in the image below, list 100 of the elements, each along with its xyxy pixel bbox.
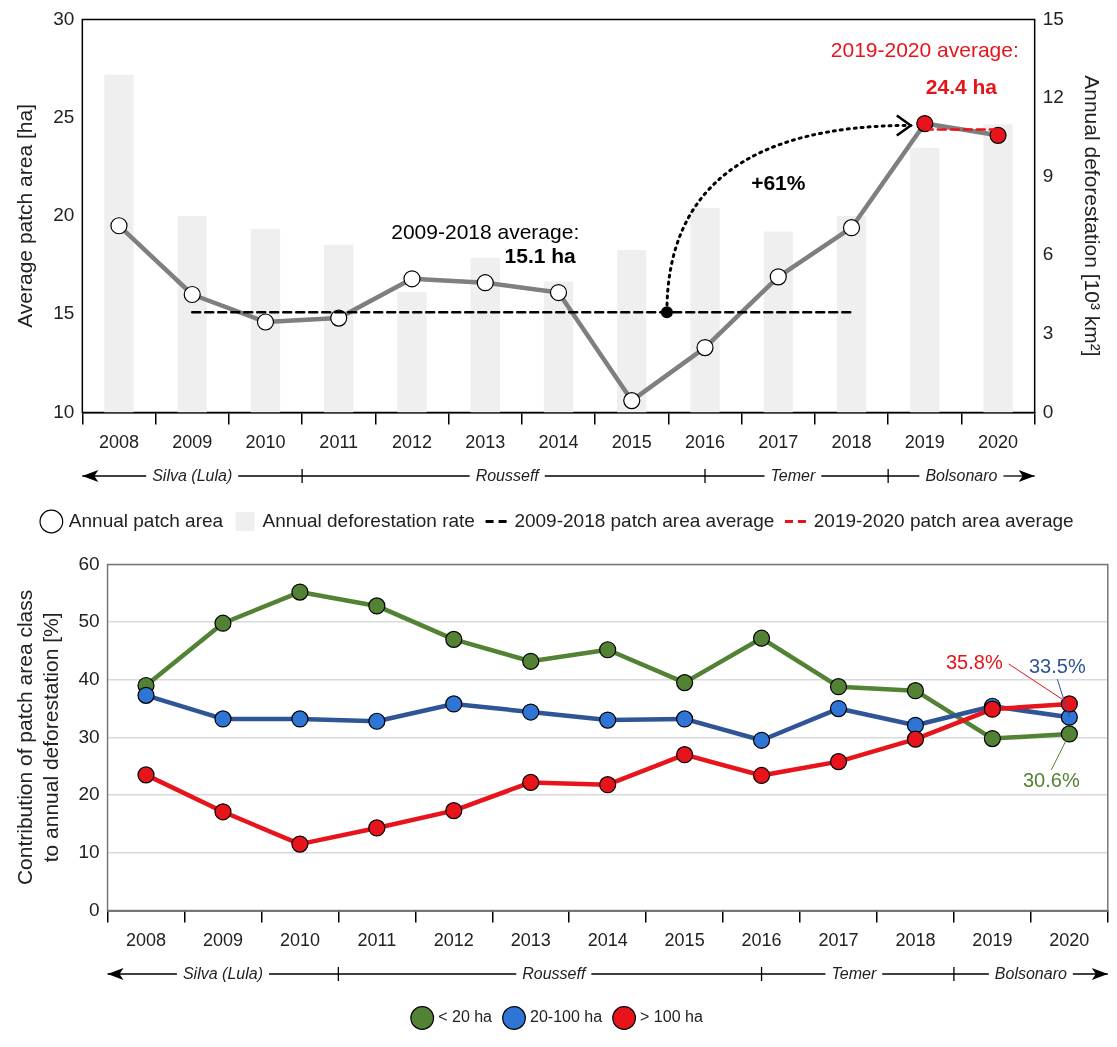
point xyxy=(599,776,617,794)
point xyxy=(983,729,1001,748)
x-tick-label: 2009 xyxy=(202,930,243,951)
bar xyxy=(177,215,207,413)
legend-label: Annual deforestation rate xyxy=(262,509,475,531)
point xyxy=(916,114,934,133)
point xyxy=(599,641,617,659)
x-tick-label: 2012 xyxy=(433,930,474,951)
x-tick-label: 2009 xyxy=(172,432,213,453)
point xyxy=(522,652,540,670)
point xyxy=(445,630,463,648)
x-tick-label: 2019 xyxy=(904,432,945,453)
x-tick-label: 2011 xyxy=(319,432,359,453)
point xyxy=(137,686,155,704)
x-tick-label: 2010 xyxy=(245,432,286,453)
annotation: +61% xyxy=(751,171,806,195)
annotation: 24.4 ha xyxy=(925,74,998,98)
point xyxy=(368,712,386,730)
y-tick-label: 20 xyxy=(53,204,75,226)
point xyxy=(696,338,714,357)
x-tick-label: 2018 xyxy=(895,930,936,951)
point xyxy=(214,710,232,728)
y-axis-title: Contribution of patch area class to annual deforestation [%] xyxy=(13,589,62,886)
y-tick-label: 15 xyxy=(53,302,75,324)
y-tick-label: 50 xyxy=(78,610,100,632)
point xyxy=(752,766,771,785)
point xyxy=(214,803,232,821)
text: Bolsonaro xyxy=(925,467,998,484)
point xyxy=(752,731,771,749)
x-tick-label: 2018 xyxy=(831,432,872,453)
annotation: 2019-2020 average: xyxy=(830,37,1019,61)
y-tick-label: 25 xyxy=(53,105,75,127)
x-tick-label: 2015 xyxy=(664,930,705,951)
bar xyxy=(763,231,793,413)
point xyxy=(522,703,540,721)
point xyxy=(522,773,540,791)
x-tick-label: 2013 xyxy=(510,930,551,951)
bar xyxy=(690,208,720,413)
text: Temer xyxy=(831,965,877,982)
y-tick-label: 40 xyxy=(78,667,100,689)
point xyxy=(476,274,494,292)
x-tick-label: 2008 xyxy=(98,432,139,453)
y-tick-label: 30 xyxy=(78,725,100,747)
point xyxy=(403,270,421,288)
y2-tick-label: 6 xyxy=(1042,243,1054,265)
point xyxy=(829,678,848,696)
x-tick-label: 2019 xyxy=(972,930,1013,951)
point xyxy=(676,746,694,764)
y-tick-label: 10 xyxy=(53,400,75,422)
text: Bolsonaro xyxy=(994,965,1067,982)
point xyxy=(829,753,848,771)
point xyxy=(445,802,463,820)
bar xyxy=(470,257,500,413)
point xyxy=(599,711,617,729)
y2-tick-label: 3 xyxy=(1042,322,1054,344)
point xyxy=(676,674,694,692)
bar xyxy=(983,124,1013,413)
point xyxy=(1060,725,1078,743)
text: Silva (Lula) xyxy=(182,965,263,982)
x-tick-label: 2020 xyxy=(1049,930,1090,951)
point xyxy=(623,392,641,410)
legend-label: 2019-2020 patch area average xyxy=(813,509,1074,531)
annotation: 15.1 ha xyxy=(504,243,577,267)
bar xyxy=(250,229,281,413)
point xyxy=(676,710,694,728)
point xyxy=(769,268,787,286)
point xyxy=(752,629,771,647)
point xyxy=(330,309,348,327)
y2-tick-label: 0 xyxy=(1042,400,1054,422)
legend-label: 20-100 ha xyxy=(530,1008,603,1026)
y2-tick-label: 12 xyxy=(1042,86,1064,108)
point xyxy=(291,583,309,601)
point xyxy=(368,819,386,837)
x-tick-label: 2017 xyxy=(758,432,799,453)
x-tick-label: 2017 xyxy=(818,930,859,951)
point xyxy=(906,682,925,700)
point xyxy=(214,614,232,632)
text: Rousseff xyxy=(475,467,541,484)
point xyxy=(549,283,568,302)
point xyxy=(829,699,848,718)
bar xyxy=(617,249,647,413)
x-tick-label: 2012 xyxy=(391,432,433,453)
text: Temer xyxy=(770,467,816,484)
y-axis-title: Average patch area [ha] xyxy=(13,104,37,328)
y-tick-label: 0 xyxy=(88,898,100,920)
point xyxy=(291,835,309,853)
text: Silva (Lula) xyxy=(152,467,233,484)
point xyxy=(989,126,1007,144)
x-tick-label: 2008 xyxy=(125,930,167,951)
bar xyxy=(836,215,867,413)
annotation: 35.8% xyxy=(945,651,1003,674)
annotation: 30.6% xyxy=(1022,769,1080,792)
point xyxy=(842,219,861,237)
y2-tick-label: 9 xyxy=(1042,164,1054,186)
annotation: 2009-2018 average: xyxy=(391,220,580,244)
bar xyxy=(397,291,427,413)
point xyxy=(368,597,386,615)
legend-label: 2009-2018 patch area average xyxy=(514,509,775,531)
x-tick-label: 2020 xyxy=(978,432,1019,453)
point xyxy=(256,313,275,331)
